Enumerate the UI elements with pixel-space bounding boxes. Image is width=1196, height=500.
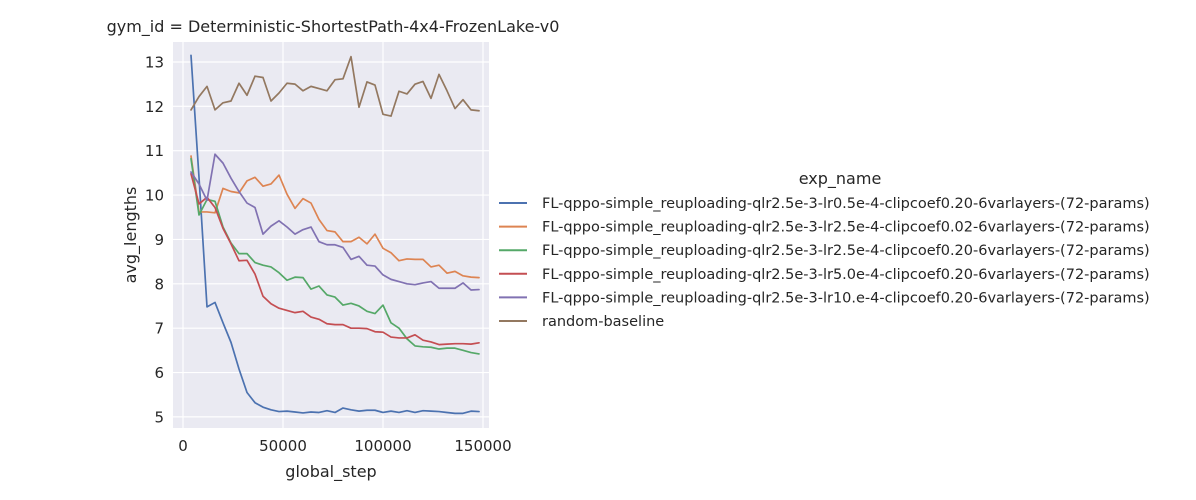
y-tick-label: 5	[154, 408, 164, 426]
chart-title: gym_id = Deterministic-ShortestPath-4x4-…	[107, 17, 560, 37]
x-tick-label: 150000	[454, 437, 511, 455]
series-line-6	[190, 55, 480, 117]
series-lines	[190, 54, 480, 415]
x-tick-label: 100000	[354, 437, 411, 455]
legend-title: exp_name	[799, 169, 882, 189]
y-tick-label: 7	[154, 320, 164, 338]
y-tick-labels: 5 6 7 8 9 10 11 12 13	[145, 53, 164, 426]
y-axis-label: avg_lengths	[121, 187, 141, 284]
legend: exp_name FL-qppo-simple_reuploading-qlr2…	[499, 169, 1150, 330]
y-tick-label: 10	[145, 187, 164, 205]
series-line-1	[190, 54, 480, 415]
x-tick-label: 0	[178, 437, 188, 455]
x-tick-labels: 0 50000 100000 150000	[178, 437, 511, 455]
legend-entry-label: FL-qppo-simple_reuploading-qlr2.5e-3-lr2…	[542, 220, 1150, 236]
y-tick-label: 8	[154, 275, 164, 293]
legend-entry-label: FL-qppo-simple_reuploading-qlr2.5e-3-lr5…	[542, 267, 1150, 283]
x-axis-label: global_step	[285, 462, 376, 482]
x-tick-label: 50000	[259, 437, 307, 455]
legend-entry-label: FL-qppo-simple_reuploading-qlr2.5e-3-lr1…	[542, 290, 1150, 306]
legend-entry-label: FL-qppo-simple_reuploading-qlr2.5e-3-lr0…	[542, 196, 1150, 212]
y-tick-label: 6	[154, 364, 164, 382]
grid	[173, 42, 489, 428]
series-line-5	[190, 153, 480, 291]
y-tick-label: 9	[154, 231, 164, 249]
series-line-3	[190, 157, 480, 355]
legend-entry-label: random-baseline	[542, 314, 664, 330]
legend-entry-label: FL-qppo-simple_reuploading-qlr2.5e-3-lr2…	[542, 243, 1150, 259]
plot-area	[173, 42, 489, 428]
y-tick-label: 11	[145, 142, 164, 160]
y-tick-label: 12	[145, 98, 164, 116]
y-tick-label: 13	[145, 53, 164, 71]
series-line-4	[190, 172, 480, 346]
